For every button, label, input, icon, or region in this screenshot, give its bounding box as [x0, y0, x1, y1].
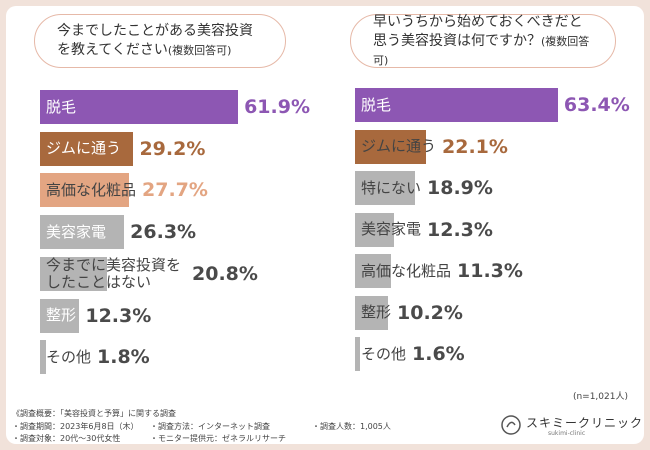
category-label: 美容家電 [46, 222, 107, 241]
logo-icon [501, 415, 521, 435]
value-label: 63.4% [563, 94, 630, 116]
logo-sub: sukimi-clinic [548, 430, 586, 437]
value-label: 1.6% [412, 343, 465, 365]
category-label: 特にない [361, 178, 422, 197]
title-box: 今までしたことがある美容投資を教えてください(複数回答可) [34, 14, 286, 68]
value-label: 22.1% [442, 135, 508, 158]
value-label: 29.2% [139, 137, 206, 160]
chart-title: 今までしたことがある美容投資を教えてください(複数回答可) [57, 22, 263, 60]
value-label: 10.2% [397, 301, 463, 324]
subtitle: (複数回答可) [167, 44, 232, 57]
survey-heading: 《調査概要：「美容投資と予算」に関する調査 [12, 409, 176, 418]
survey-item: ・調査対象：20代〜30代女性 [12, 434, 121, 443]
bar [355, 337, 361, 371]
title: 今までしたことがある美容投資を教えてください [57, 23, 253, 58]
title: 早いうちから始めておくべきだと思う美容投資は何ですか？ [373, 13, 583, 49]
bar [40, 298, 80, 333]
bar [355, 171, 416, 205]
bar [40, 256, 107, 291]
logo-name: スキミークリニック [526, 416, 644, 430]
value-label: 12.3% [85, 304, 152, 327]
category-label: その他 [46, 347, 92, 366]
subtitle: (複数回答可) [373, 34, 590, 67]
category-label: 脱毛 [46, 97, 77, 116]
category-label: ジムに通う [46, 139, 122, 158]
bar [40, 90, 239, 124]
bar [40, 173, 129, 208]
survey-item: ・調査人数：1,005人 [312, 422, 391, 431]
value-label: 26.3% [130, 221, 197, 244]
category-label: 脱毛 [361, 95, 392, 114]
category-label: 美容家電 [361, 220, 422, 238]
bar [355, 129, 426, 164]
bar [355, 88, 558, 122]
bar [355, 212, 395, 247]
category-label: 高価な化粧品 [46, 180, 137, 199]
value-label: 1.8% [97, 346, 150, 369]
bar [40, 215, 125, 250]
bar [40, 340, 46, 375]
value-label: 20.8% [192, 262, 258, 285]
bar [40, 131, 134, 166]
category-label: 高価な化粧品 [361, 261, 452, 280]
title-box: 早いうちから始めておくべきだと思う美容投資は何ですか？(複数回答可) [350, 14, 616, 68]
value-label: 27.7% [142, 179, 208, 202]
survey-item: ・モニター提供元：ゼネラルリサーチ [150, 434, 286, 443]
bar [355, 295, 388, 330]
category-label: 整形 [361, 303, 392, 321]
category-label: その他 [361, 344, 407, 363]
survey-item: ・調査期間：2023年6月8日（木） [12, 422, 139, 431]
category-label: ジムに通う [361, 137, 437, 155]
survey-item: ・調査方法：インターネット調査 [150, 422, 270, 431]
sample-note: (n=1,021人) [572, 392, 628, 402]
value-label: 61.9% [244, 96, 310, 118]
value-label: 11.3% [457, 260, 523, 282]
chart-title: 早いうちから始めておくべきだと思う美容投資は何ですか？(複数回答可) [373, 13, 593, 70]
bar [355, 254, 392, 288]
category-label: 今までに美容投資をしたことはない [46, 255, 182, 291]
category-label: 整形 [46, 306, 77, 324]
value-label: 18.9% [427, 177, 493, 199]
value-label: 12.3% [427, 218, 493, 241]
